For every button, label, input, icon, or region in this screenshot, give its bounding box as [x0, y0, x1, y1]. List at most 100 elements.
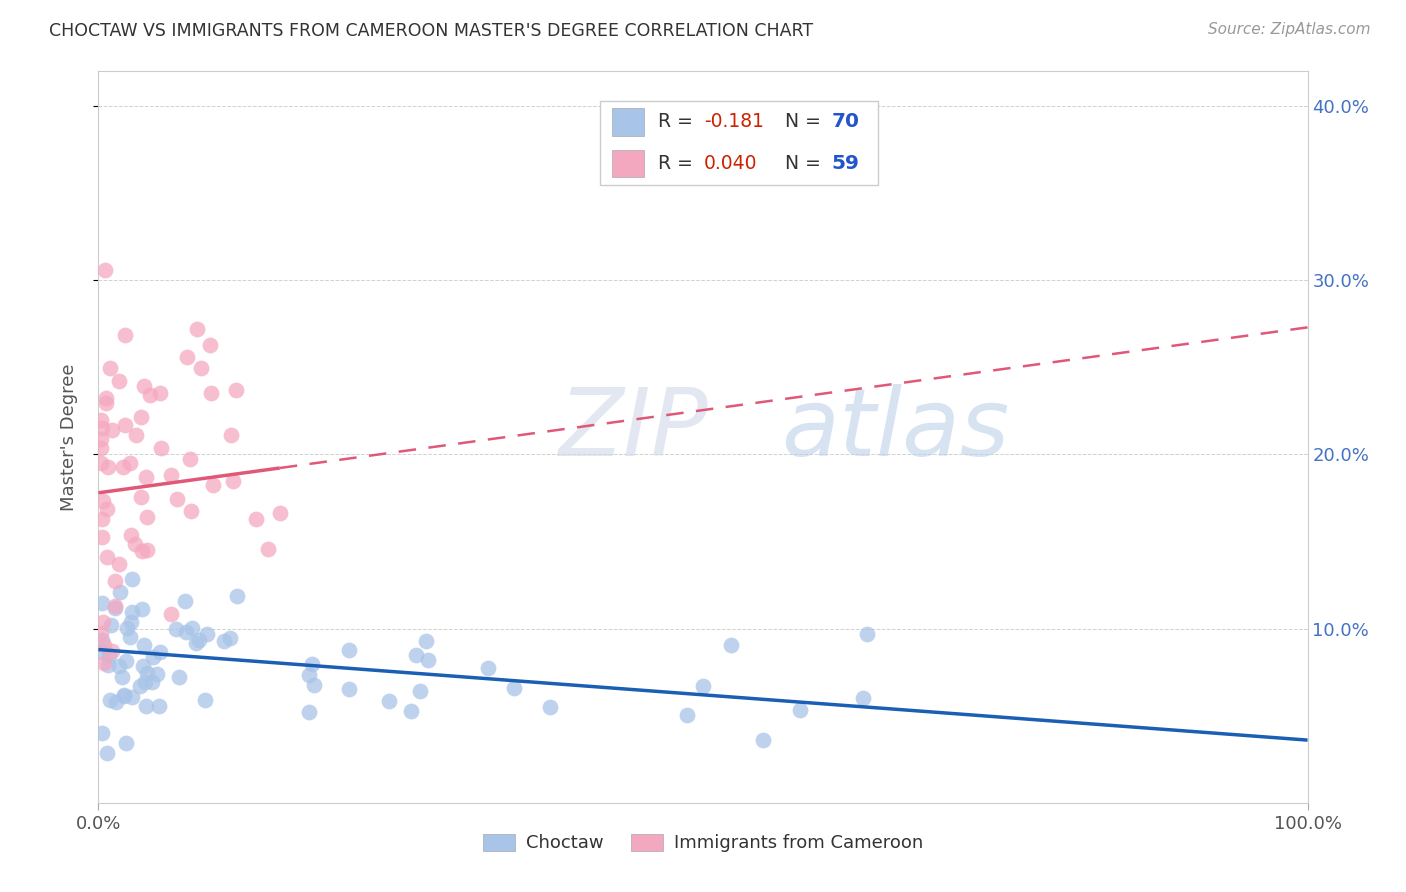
Point [186, 322, 208, 336]
Point [112, 689, 135, 703]
Point [96, 747, 118, 761]
Point [159, 467, 181, 482]
Text: 70: 70 [831, 112, 859, 131]
Point [195, 627, 218, 641]
Text: atlas: atlas [782, 384, 1010, 475]
Point [409, 684, 432, 698]
Point [180, 504, 202, 518]
Point [100, 617, 122, 632]
Point [100, 643, 122, 657]
Point [94, 263, 117, 277]
Point [93, 657, 115, 671]
Point [91, 644, 114, 658]
Point [104, 574, 127, 589]
Point [190, 361, 212, 376]
Point [98, 693, 121, 707]
Point [149, 386, 172, 401]
Point [121, 615, 143, 629]
Point [269, 506, 291, 520]
Point [752, 733, 775, 747]
Point [692, 679, 714, 693]
Point [789, 703, 811, 717]
Point [134, 675, 156, 690]
Point [104, 599, 127, 614]
Point [114, 736, 136, 750]
Point [131, 490, 153, 504]
Point [174, 625, 197, 640]
Point [90, 456, 112, 470]
Point [378, 694, 401, 708]
Point [245, 511, 267, 525]
Point [121, 605, 143, 619]
Text: CHOCTAW VS IMMIGRANTS FROM CAMEROON MASTER'S DEGREE CORRELATION CHART: CHOCTAW VS IMMIGRANTS FROM CAMEROON MAST… [49, 22, 813, 40]
Legend: Choctaw, Immigrants from Cameroon: Choctaw, Immigrants from Cameroon [475, 826, 931, 860]
Point [222, 474, 245, 488]
Point [90, 432, 112, 446]
Point [104, 601, 127, 615]
Point [91, 633, 114, 648]
FancyBboxPatch shape [613, 108, 644, 136]
Text: R =: R = [658, 112, 699, 131]
Point [302, 678, 325, 692]
Point [136, 543, 159, 558]
Point [142, 650, 165, 665]
Point [96, 502, 118, 516]
Text: N =: N = [785, 154, 827, 173]
Point [166, 491, 188, 506]
Point [94, 391, 117, 405]
Point [90, 625, 112, 640]
Point [114, 328, 136, 343]
Point [138, 388, 160, 402]
Point [115, 655, 138, 669]
Text: R =: R = [658, 154, 699, 173]
Point [91, 615, 114, 630]
Point [107, 557, 129, 571]
Point [181, 621, 204, 635]
Text: Source: ZipAtlas.com: Source: ZipAtlas.com [1208, 22, 1371, 37]
Point [97, 648, 120, 662]
Point [179, 452, 201, 467]
Point [121, 572, 143, 586]
Point [337, 681, 360, 696]
Point [97, 657, 120, 672]
Point [676, 708, 699, 723]
Y-axis label: Master's Degree: Master's Degree [59, 363, 77, 511]
Point [114, 417, 136, 432]
Point [135, 470, 157, 484]
Point [401, 704, 423, 718]
Point [298, 668, 321, 682]
Point [131, 601, 153, 615]
Point [129, 409, 152, 424]
Point [337, 642, 360, 657]
Text: ZIP: ZIP [558, 384, 707, 475]
Point [256, 542, 278, 557]
Point [101, 423, 124, 437]
Point [148, 699, 170, 714]
Point [167, 669, 190, 683]
Point [538, 699, 561, 714]
Point [134, 699, 156, 714]
Point [136, 665, 159, 680]
Point [477, 661, 499, 675]
Point [416, 652, 439, 666]
Point [96, 396, 118, 410]
Point [720, 638, 742, 652]
Point [198, 337, 221, 351]
Point [160, 607, 183, 622]
Point [128, 679, 150, 693]
Point [117, 621, 139, 635]
Point [415, 634, 437, 648]
Point [90, 413, 112, 427]
Point [135, 510, 157, 524]
Text: 59: 59 [831, 154, 859, 173]
Point [852, 691, 875, 706]
Point [219, 631, 242, 645]
Point [96, 550, 118, 565]
Text: 0.040: 0.040 [704, 154, 758, 173]
FancyBboxPatch shape [613, 150, 644, 178]
Point [125, 427, 148, 442]
Point [184, 636, 207, 650]
Point [107, 374, 129, 388]
Point [149, 645, 172, 659]
Point [93, 494, 115, 508]
